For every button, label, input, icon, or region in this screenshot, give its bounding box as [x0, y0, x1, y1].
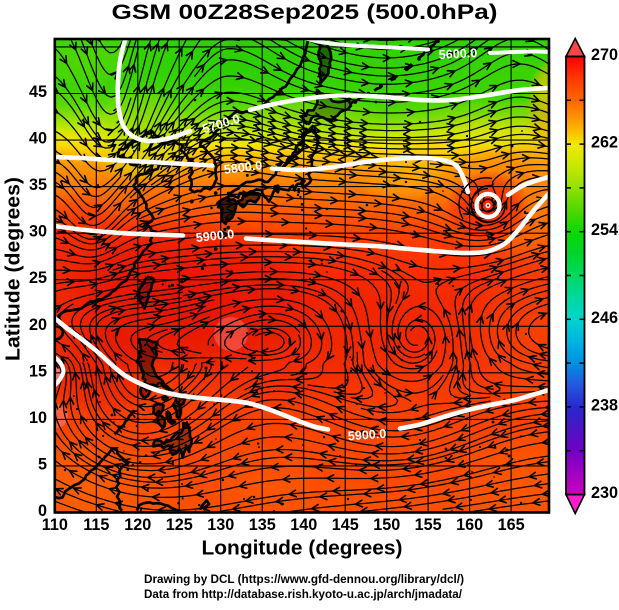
svg-text:230: 230: [591, 484, 618, 502]
svg-text:140: 140: [290, 516, 317, 534]
svg-text:45: 45: [29, 83, 47, 101]
svg-text:10: 10: [29, 409, 47, 427]
svg-text:165: 165: [498, 516, 525, 534]
svg-text:160: 160: [456, 516, 483, 534]
svg-text:Longitude (degrees): Longitude (degrees): [202, 537, 403, 560]
svg-text:120: 120: [124, 516, 151, 534]
svg-text:115: 115: [83, 516, 109, 534]
svg-text:35: 35: [29, 176, 47, 194]
svg-text:246: 246: [591, 309, 618, 327]
svg-text:GSM 00Z28Sep2025 (500.0hPa): GSM 00Z28Sep2025 (500.0hPa): [112, 0, 498, 24]
svg-text:150: 150: [373, 516, 400, 534]
svg-text:Data from http://database.rish: Data from http://database.rish.kyoto-u.a…: [144, 589, 463, 601]
svg-text:5600.0: 5600.0: [438, 46, 477, 62]
svg-text:145: 145: [332, 516, 359, 534]
svg-text:Drawing by DCL (https://www.gf: Drawing by DCL (https://www.gfd-dennou.o…: [144, 574, 464, 586]
svg-text:155: 155: [415, 516, 442, 534]
svg-text:0: 0: [38, 502, 47, 520]
svg-text:5800.0: 5800.0: [223, 158, 263, 177]
svg-text:Latitude (degrees): Latitude (degrees): [2, 177, 25, 361]
svg-text:5: 5: [38, 455, 47, 473]
svg-text:125: 125: [166, 516, 193, 534]
svg-text:110: 110: [42, 516, 68, 534]
svg-text:5900.0: 5900.0: [347, 427, 386, 444]
svg-text:25: 25: [29, 269, 47, 287]
svg-text:40: 40: [29, 130, 47, 148]
svg-text:130: 130: [207, 516, 234, 534]
svg-text:238: 238: [591, 396, 618, 414]
svg-text:270: 270: [591, 46, 618, 64]
svg-text:254: 254: [591, 221, 618, 239]
svg-text:135: 135: [249, 516, 276, 534]
svg-text:30: 30: [29, 223, 47, 241]
svg-text:20: 20: [29, 316, 47, 334]
svg-text:262: 262: [591, 134, 618, 152]
svg-text:15: 15: [29, 362, 47, 380]
svg-text:5900.0: 5900.0: [195, 227, 235, 245]
